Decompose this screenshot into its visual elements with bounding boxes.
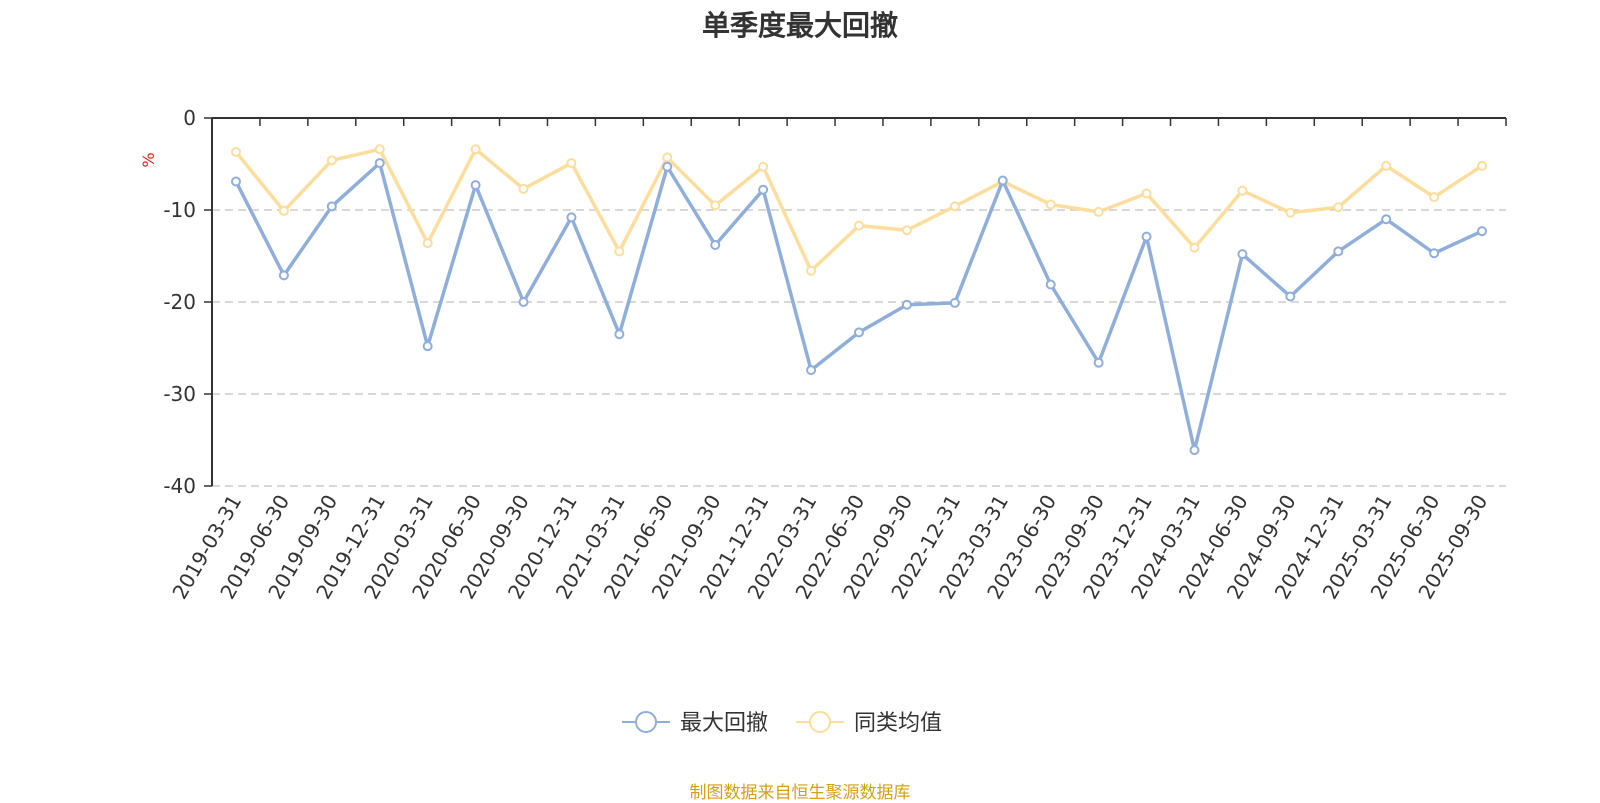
- data-point: [1189, 445, 1200, 456]
- data-point: [710, 239, 721, 250]
- data-point: [1189, 242, 1200, 253]
- data-point: [1381, 214, 1392, 225]
- series-2: [230, 144, 1488, 276]
- data-point: [518, 183, 529, 194]
- data-point: [997, 175, 1008, 186]
- data-point: [854, 327, 864, 338]
- data-point: [518, 297, 529, 307]
- data-point: [422, 341, 433, 352]
- data-point: [1237, 185, 1248, 196]
- data-point: [326, 201, 337, 212]
- grid-lines: [212, 209, 1506, 487]
- data-point: [1237, 249, 1248, 260]
- legend-marker: [809, 711, 831, 733]
- data-point: [1045, 199, 1056, 210]
- data-point: [1141, 188, 1152, 199]
- data-point: [662, 161, 673, 172]
- data-point: [374, 144, 385, 155]
- data-point: [422, 238, 433, 249]
- data-point: [566, 158, 577, 169]
- data-point: [806, 365, 817, 376]
- data-point: [278, 205, 289, 216]
- source-note: 制图数据来自恒生聚源数据库: [689, 783, 911, 803]
- data-point: [566, 212, 577, 223]
- y-axis-unit: %: [139, 152, 158, 167]
- data-point: [1285, 207, 1296, 218]
- data-point: [470, 144, 481, 155]
- legend-label: 同类均值: [854, 711, 942, 736]
- data-point: [1285, 291, 1296, 302]
- data-point: [1093, 206, 1104, 217]
- data-point: [470, 180, 481, 191]
- data-point: [949, 201, 960, 212]
- data-point: [1429, 248, 1440, 259]
- data-point: [758, 161, 769, 172]
- y-tick-label: 0: [183, 106, 196, 130]
- data-point: [1477, 226, 1488, 237]
- data-point: [230, 147, 241, 158]
- series-1: [230, 158, 1488, 456]
- data-point: [806, 265, 817, 276]
- data-point: [710, 200, 721, 211]
- legend-item-2[interactable]: 同类均值: [796, 711, 942, 736]
- series-lines: [230, 144, 1488, 456]
- chart-title: 单季度最大回撤: [701, 9, 898, 42]
- data-point: [1141, 231, 1152, 242]
- data-point: [278, 270, 289, 281]
- data-point: [1045, 279, 1056, 290]
- series-line: [234, 161, 1483, 452]
- legend[interactable]: 最大回撤 同类均值: [622, 711, 942, 736]
- y-tick-label: -30: [163, 382, 196, 406]
- data-point: [662, 152, 673, 163]
- data-point: [614, 246, 625, 257]
- data-point: [949, 297, 960, 308]
- data-point: [901, 299, 912, 310]
- legend-marker: [635, 711, 657, 733]
- data-point: [901, 225, 912, 236]
- legend-item-1[interactable]: 最大回撤: [622, 711, 768, 736]
- data-point: [1333, 202, 1344, 213]
- y-tick-label: -40: [163, 474, 196, 498]
- data-point: [854, 220, 864, 231]
- data-point: [230, 176, 241, 187]
- data-point: [1093, 357, 1104, 368]
- legend-label: 最大回撤: [680, 711, 768, 736]
- data-point: [1477, 160, 1488, 171]
- data-point: [758, 184, 769, 195]
- data-point: [1333, 246, 1344, 257]
- y-tick-label: -20: [163, 290, 196, 314]
- data-point: [1429, 192, 1440, 203]
- y-tick-label: -10: [163, 198, 196, 222]
- data-point: [1381, 160, 1392, 171]
- data-point: [614, 329, 625, 340]
- data-point: [374, 158, 385, 169]
- data-point: [326, 155, 337, 166]
- axes: 0-10-20-30-40%2019-03-312019-06-302019-0…: [139, 106, 1507, 603]
